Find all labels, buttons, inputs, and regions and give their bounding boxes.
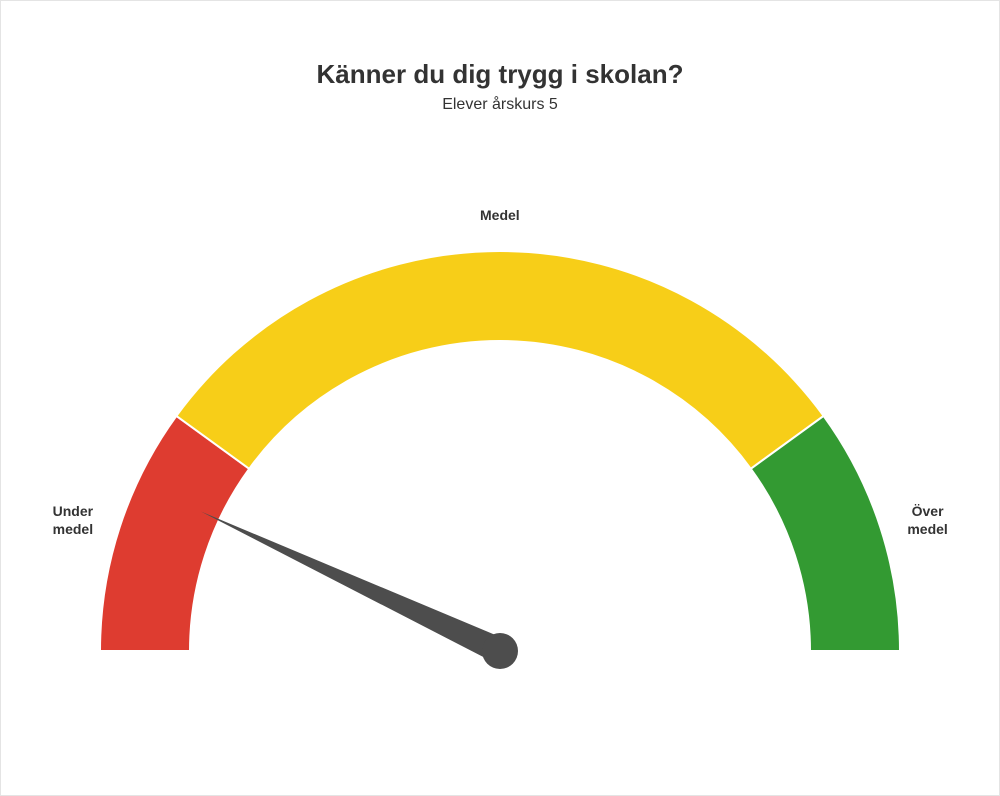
gauge-segment [176,251,823,469]
gauge-segment-label: Under medel [53,503,93,538]
gauge-segment-label: Medel [480,207,520,225]
gauge-chart [40,161,960,711]
chart-subtitle: Elever årskurs 5 [1,96,999,114]
chart-frame: Känner du dig trygg i skolan? Elever års… [0,0,1000,796]
title-block: Känner du dig trygg i skolan? Elever års… [1,59,999,114]
gauge-container: Under medel Medel Över medel [40,161,960,711]
gauge-needle [201,512,506,663]
chart-title: Känner du dig trygg i skolan? [1,59,999,90]
gauge-segment-label: Över medel [907,503,947,538]
gauge-hub [482,633,518,669]
